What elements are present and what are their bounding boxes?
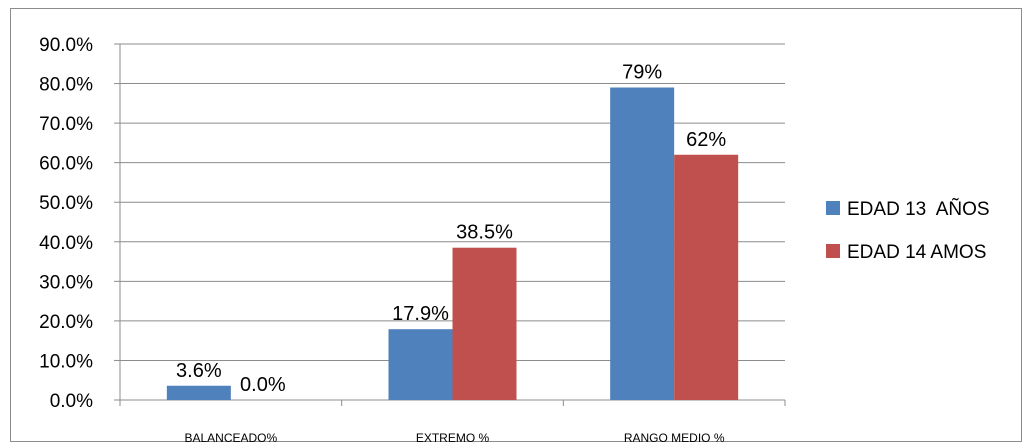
legend-label: EDAD 14 AMOS <box>847 242 986 263</box>
y-tick-label: 30.0% <box>39 272 93 293</box>
data-label: 0.0% <box>240 374 286 396</box>
y-tick-label: 0.0% <box>50 391 93 412</box>
category-label: RANGO MEDIO % <box>624 431 725 445</box>
bar-edad-14 <box>674 154 739 400</box>
bar-edad-13 <box>388 329 453 400</box>
data-label: 79% <box>622 62 662 84</box>
category-label: EXTREMO % <box>416 431 490 445</box>
y-tick-label: 90.0% <box>39 35 93 56</box>
data-label: 3.6% <box>176 360 222 382</box>
y-tick-label: 70.0% <box>39 114 93 135</box>
legend-swatch <box>826 244 840 258</box>
y-tick-label: 80.0% <box>39 75 93 96</box>
data-label: 62% <box>686 129 726 151</box>
bar-edad-13 <box>610 87 675 400</box>
legend-swatch <box>826 201 840 215</box>
data-label: 38.5% <box>456 222 513 244</box>
y-tick-label: 60.0% <box>39 154 93 175</box>
y-tick-label: 40.0% <box>39 233 93 254</box>
y-tick-label: 20.0% <box>39 312 93 333</box>
y-tick-label: 50.0% <box>39 193 93 214</box>
legend-label: EDAD 13 AÑOS <box>847 198 990 220</box>
y-tick-label: 10.0% <box>39 351 93 372</box>
bar-edad-14 <box>452 247 517 400</box>
bar-edad-13 <box>166 385 231 400</box>
data-label: 17.9% <box>392 303 449 325</box>
category-label: BALANCEADO% <box>184 431 277 445</box>
